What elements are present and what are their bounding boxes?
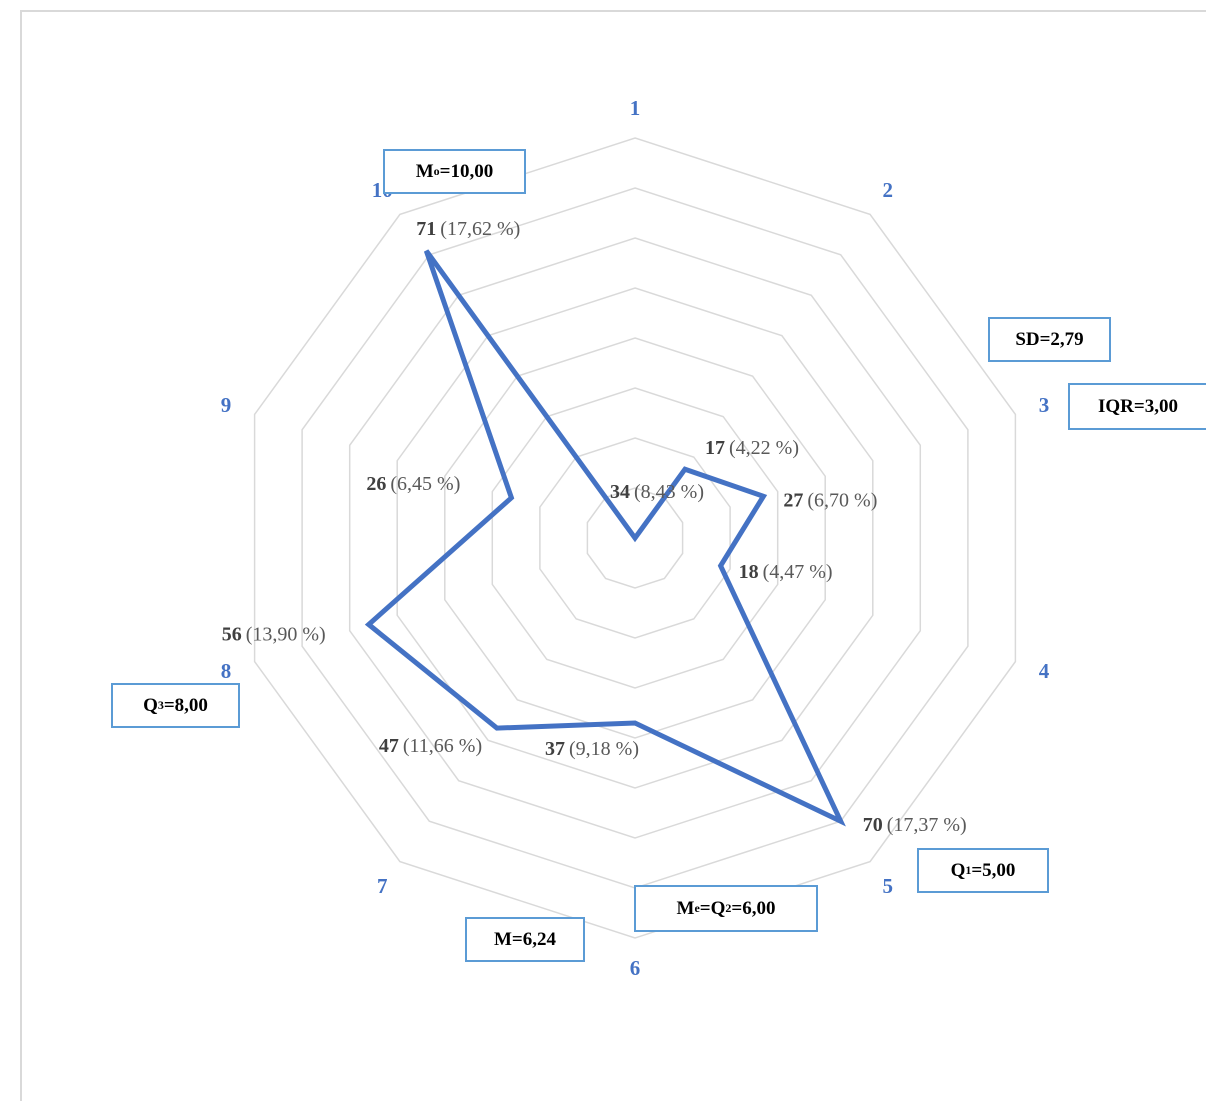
mode-value: =10,00	[439, 160, 494, 182]
axis-label-6: 6	[630, 956, 641, 980]
iqr-box: IQR=3,00	[1068, 383, 1206, 430]
axis-label-3: 3	[1039, 393, 1050, 417]
sd-box: SD=2,79	[988, 317, 1111, 362]
radar-grid	[253, 137, 1017, 939]
data-label-percent: (4,22 %)	[729, 437, 799, 459]
axis-label-9: 9	[221, 393, 232, 417]
data-label-count: 56	[222, 624, 242, 646]
grid-ring-2	[539, 437, 731, 639]
series-line	[364, 249, 846, 827]
sd-text: SD=2,79	[1015, 328, 1084, 350]
grid-ring-8	[253, 137, 1017, 939]
data-label-10: 71 (17,62 %)	[416, 218, 520, 240]
data-label-count: 71	[416, 218, 436, 240]
data-label-count: 18	[739, 561, 759, 583]
axis-label-7: 7	[377, 874, 388, 898]
data-labels: 17 (4,22 %) 27 (6,70 %) 18 (4,47 %) 70 (17,37 %…	[222, 218, 967, 836]
q1-symbol: Q	[950, 859, 966, 881]
grid-ring-1	[586, 487, 684, 589]
grid-ring-6	[348, 237, 922, 839]
data-label-count: 27	[783, 489, 803, 511]
data-label-count: 26	[366, 473, 386, 495]
data-label-1: 34 (8,43 %)	[610, 481, 704, 503]
data-label-percent: (4,47 %)	[763, 561, 833, 583]
median-equals-q: =Q	[699, 897, 726, 919]
q1-box: Q 1 =5,00	[917, 848, 1049, 893]
q1-subscript: 1	[965, 863, 972, 877]
grid-ring-3	[491, 387, 779, 689]
axis-label-4: 4	[1039, 659, 1050, 683]
data-label-percent: (13,90 %)	[246, 624, 326, 646]
mean-box: M=6,24	[465, 917, 585, 962]
axis-label-5: 5	[882, 874, 893, 898]
data-label-count: 37	[545, 738, 565, 760]
axis-label-2: 2	[882, 178, 893, 202]
q1-value: =5,00	[971, 859, 1016, 881]
data-label-percent: (6,70 %)	[807, 489, 877, 511]
data-label-percent: (6,45 %)	[390, 473, 460, 495]
data-label-percent: (9,18 %)	[569, 738, 639, 760]
data-label-3: 27 (6,70 %)	[783, 489, 877, 511]
data-label-8: 56 (13,90 %)	[222, 624, 326, 646]
data-label-7: 47 (11,66 %)	[379, 735, 482, 757]
mode-subscript: o	[433, 164, 440, 178]
data-label-6: 37 (9,18 %)	[545, 738, 639, 760]
chart-frame	[20, 10, 1206, 1101]
axis-label-1: 1	[630, 96, 641, 120]
median-subscript: e	[694, 901, 700, 915]
data-label-count: 47	[379, 735, 399, 757]
series-layer	[364, 249, 846, 827]
median-symbol: M	[676, 897, 695, 919]
mode-symbol: M	[415, 160, 434, 182]
q3-subscript: 3	[157, 698, 164, 712]
data-label-percent: (17,37 %)	[887, 814, 967, 836]
data-label-count: 34	[610, 481, 630, 503]
grid-ring-4	[444, 337, 826, 739]
q3-value: =8,00	[163, 694, 208, 716]
data-label-9: 26 (6,45 %)	[366, 473, 460, 495]
axis-label-8: 8	[221, 659, 232, 683]
data-label-percent: (17,62 %)	[440, 218, 520, 240]
iqr-text: IQR=3,00	[1098, 395, 1178, 417]
data-label-percent: (11,66 %)	[403, 735, 482, 757]
grid-ring-5	[396, 287, 874, 789]
mean-text: M=6,24	[493, 928, 556, 950]
data-label-count: 70	[863, 814, 883, 836]
q3-symbol: Q	[143, 694, 158, 716]
q3-box: Q 3 =8,00	[111, 683, 240, 728]
data-label-4: 18 (4,47 %)	[739, 561, 833, 583]
data-label-percent: (8,43 %)	[634, 481, 704, 503]
data-label-count: 17	[705, 437, 725, 459]
data-label-5: 70 (17,37 %)	[863, 814, 967, 836]
q2-subscript: 2	[725, 901, 732, 915]
median-value: =6,00	[731, 897, 776, 919]
data-label-2: 17 (4,22 %)	[705, 437, 799, 459]
